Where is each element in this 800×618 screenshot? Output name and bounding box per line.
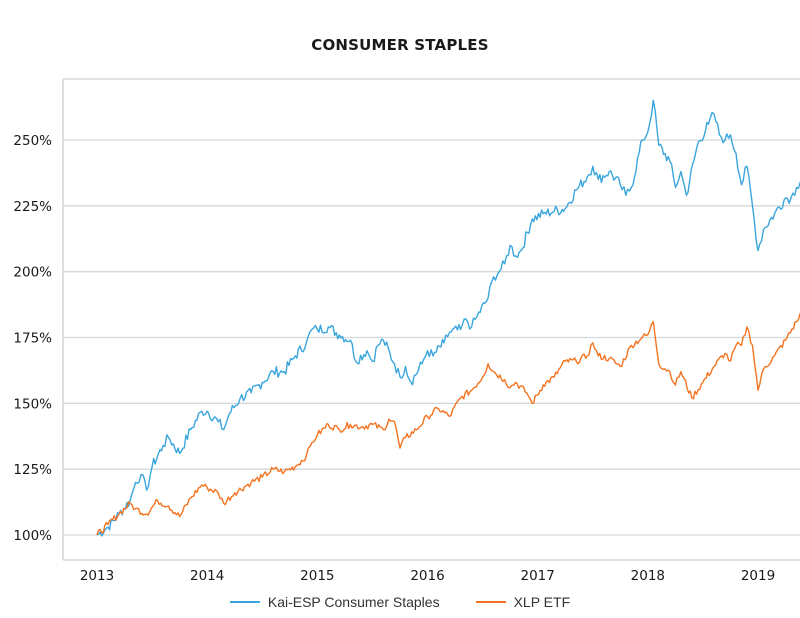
x-tick-label: 2018 [631,568,665,584]
legend-label-kai-esp: Kai-ESP Consumer Staples [267,594,440,610]
y-tick-label: 175% [13,331,52,347]
legend-item-xlp[interactable]: XLP ETF [475,594,571,610]
x-tick-label: 2013 [80,568,114,584]
legend: Kai-ESP Consumer Staples XLP ETF [0,594,800,610]
x-tick-label: 2015 [300,568,334,584]
x-tick-label: 2017 [520,568,554,584]
gridlines [63,139,800,536]
x-tick-label: 2019 [741,568,775,584]
chart-title: CONSUMER STAPLES [311,36,489,54]
y-tick-label: 150% [13,396,52,412]
legend-swatch-xlp [475,601,506,603]
series-line-kai-esp [96,99,800,537]
x-tick-label: 2014 [190,568,224,584]
legend-item-kai-esp[interactable]: Kai-ESP Consumer Staples [229,594,440,610]
legend-label-xlp: XLP ETF [513,594,571,610]
y-tick-label: 125% [13,462,52,478]
y-tick-labels: 100% 125% 150% 175% 200% 225% 250% [13,133,52,544]
series-lines [96,99,800,537]
y-tick-label: 100% [13,528,52,544]
y-tick-label: 250% [13,133,52,149]
series-line-xlp [96,312,800,536]
y-tick-label: 225% [13,199,52,215]
x-tick-labels: 2013 2014 2015 2016 2017 2018 2019 [80,568,775,584]
y-tick-label: 200% [13,265,52,281]
x-tick-label: 2016 [410,568,444,584]
legend-swatch-kai-esp [229,601,260,603]
